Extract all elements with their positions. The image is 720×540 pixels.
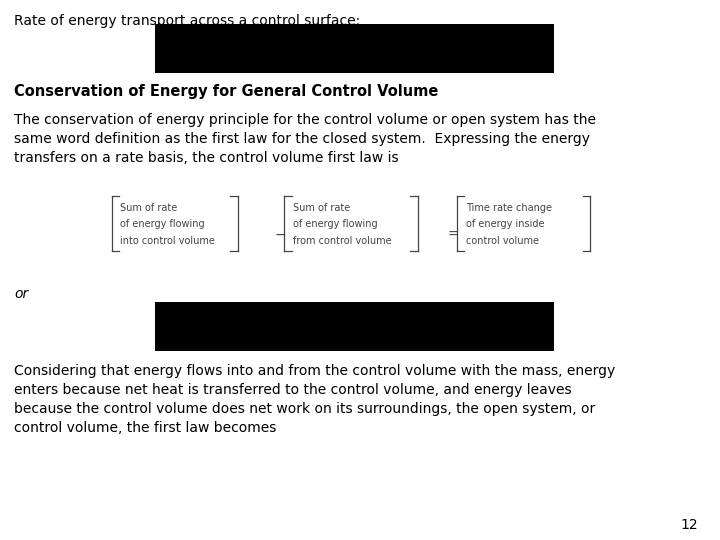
Text: of energy inside: of energy inside xyxy=(466,219,544,230)
Text: of energy flowing: of energy flowing xyxy=(293,219,378,230)
Text: of energy flowing: of energy flowing xyxy=(120,219,205,230)
Text: =: = xyxy=(448,228,459,242)
Bar xyxy=(155,302,554,351)
Text: into control volume: into control volume xyxy=(120,235,215,246)
Text: Time rate change: Time rate change xyxy=(466,203,552,213)
Text: or: or xyxy=(14,287,29,301)
Text: Conservation of Energy for General Control Volume: Conservation of Energy for General Contr… xyxy=(14,84,438,99)
Text: from control volume: from control volume xyxy=(293,235,392,246)
Text: The conservation of energy principle for the control volume or open system has t: The conservation of energy principle for… xyxy=(14,113,596,165)
Text: control volume: control volume xyxy=(466,235,539,246)
Text: Rate of energy transport across a control surface:: Rate of energy transport across a contro… xyxy=(14,14,361,28)
Text: Considering that energy flows into and from the control volume with the mass, en: Considering that energy flows into and f… xyxy=(14,364,616,435)
Text: 12: 12 xyxy=(681,518,698,532)
Text: Sum of rate: Sum of rate xyxy=(293,203,351,213)
Text: Sum of rate: Sum of rate xyxy=(120,203,178,213)
Text: −: − xyxy=(275,228,287,242)
Bar xyxy=(155,24,554,73)
